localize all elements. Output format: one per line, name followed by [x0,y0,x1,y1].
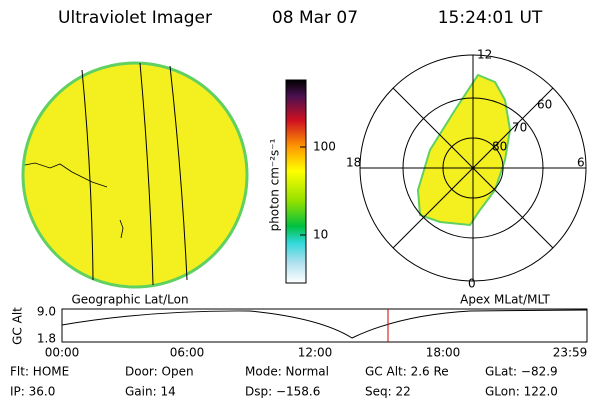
instrument: Ultraviolet Imager [58,8,212,28]
status-field: Mode: Normal [245,365,329,379]
status-field: Dsp: −158.6 [245,385,320,399]
status-field: Gain: 14 [125,385,176,399]
status-field: Seq: 22 [365,385,411,399]
lat-label: 70 [512,121,527,135]
mlt-label: 18 [346,156,361,170]
time: 15:24:01 UT [438,8,543,28]
y-label: GC Alt [11,307,25,345]
status-field: IP: 36.0 [10,385,55,399]
status: Flt: HOME Door: Open Mode: Normal GC Alt: 2… [10,365,558,399]
status-field: GC Alt: 2.6 Re [365,365,449,379]
y-tick-label: 1.8 [37,332,56,346]
x-tick-label: 00:00 [45,346,80,360]
mlt-label: 0 [468,277,476,291]
earth-image [21,61,249,289]
polar-plot [359,54,587,282]
status-field: GLon: 122.0 [485,385,558,399]
colorbar-tick: 10 [313,228,328,242]
colorbar-label: photon cm⁻²s⁻¹ [268,138,282,231]
status-field: GLat: −82.9 [485,365,558,379]
y-tick-label: 9.0 [37,305,56,319]
x-tick-label: 06:00 [170,346,205,360]
x-tick-label: 23:59 [553,346,588,360]
date: 08 Mar 07 [272,8,358,28]
x-tick-label: 18:00 [426,346,461,360]
lat-label: 60 [537,98,552,112]
lat-label: 80 [492,140,507,154]
colorbar: 100 10 photon cm⁻²s⁻¹ [268,79,336,284]
mlt-label: 6 [577,156,585,170]
x-tick-label: 12:00 [298,346,333,360]
orbit-title: Apex MLat/MLT [460,293,550,307]
mlt-label: 12 [477,48,492,62]
status-field: Door: Open [125,365,194,379]
colorbar-tick: 100 [313,140,336,154]
orbit-title: Geographic Lat/Lon [71,293,188,307]
orbit-plot: Geographic Lat/Lon Apex MLat/MLT 9.0 1.8… [11,293,588,360]
status-field: Flt: HOME [10,365,69,379]
